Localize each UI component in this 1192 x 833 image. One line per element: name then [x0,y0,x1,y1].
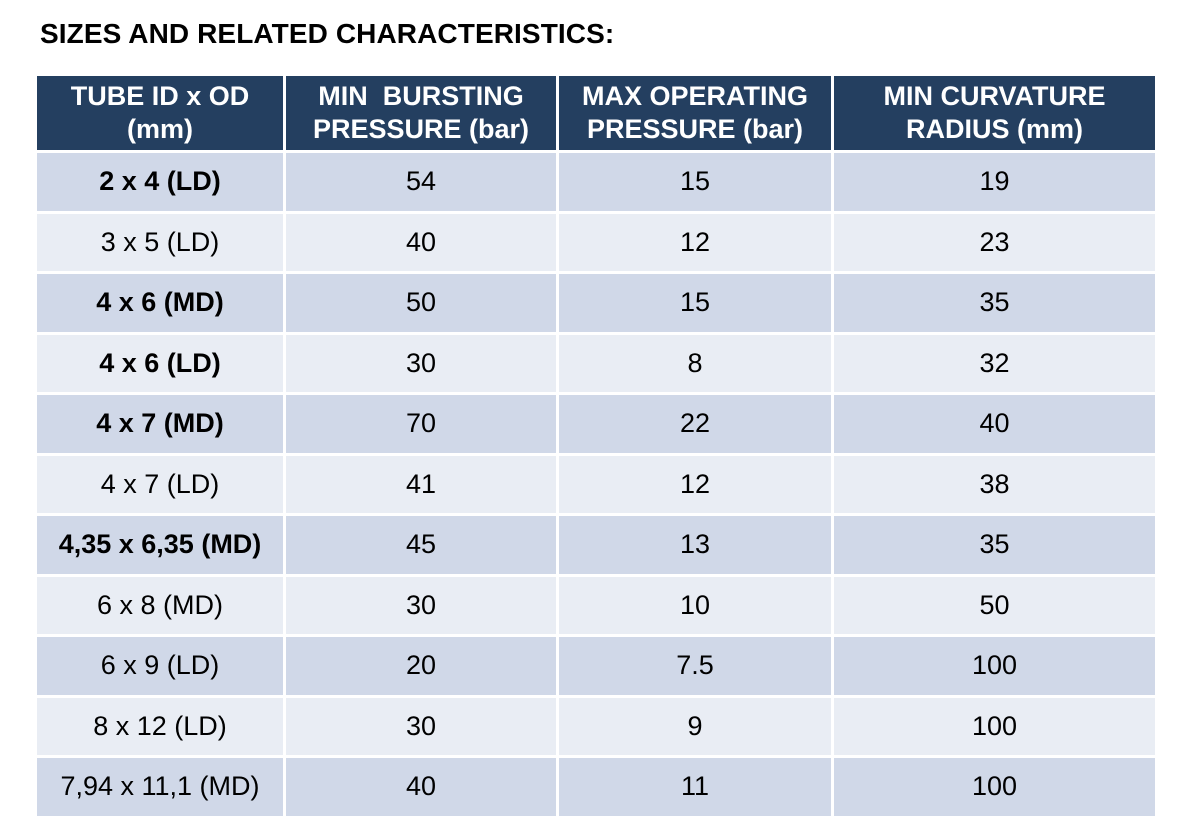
section-title: SIZES AND RELATED CHARACTERISTICS: [40,18,615,49]
table-row: 4 x 7 (MD) 70 22 40 [37,392,1155,453]
max-operating-pressure-cell: 15 [559,271,834,332]
max-operating-pressure-cell: 15 [559,150,834,211]
tube-size-cell: 3 x 5 (LD) [37,210,286,271]
table-row: 7,94 x 11,1 (MD) 40 11 100 [37,755,1155,816]
min-bursting-pressure-cell: 40 [286,210,559,271]
tube-size-cell: 4,35 x 6,35 (MD) [37,513,286,574]
min-bursting-pressure-cell: 40 [286,755,559,816]
header-min-bursting-line1: MIN BURSTING [318,81,524,111]
header-min-curvature-line1: MIN CURVATURE [883,81,1106,111]
min-bursting-pressure-cell: 45 [286,513,559,574]
min-bursting-pressure-cell: 30 [286,694,559,755]
tube-size-cell: 4 x 7 (LD) [37,452,286,513]
max-operating-pressure-cell: 10 [559,573,834,634]
min-bursting-pressure-cell: 30 [286,331,559,392]
tube-size-cell: 6 x 9 (LD) [37,634,286,695]
min-curvature-radius-cell: 35 [834,271,1155,332]
max-operating-pressure-cell: 11 [559,755,834,816]
min-curvature-radius-cell: 19 [834,150,1155,211]
header-min-curvature-radius: MIN CURVATURE RADIUS (mm) [834,76,1155,150]
header-min-bursting-pressure: MIN BURSTING PRESSURE (bar) [286,76,559,150]
min-bursting-pressure-cell: 70 [286,392,559,453]
min-curvature-radius-cell: 40 [834,392,1155,453]
min-bursting-pressure-cell: 20 [286,634,559,695]
min-curvature-radius-cell: 100 [834,634,1155,695]
table-body: 2 x 4 (LD) 54 15 19 3 x 5 (LD) 40 12 23 4 x 6 (M… [37,150,1155,816]
header-tube-size-line2: (mm) [127,114,193,144]
header-min-bursting-line2: PRESSURE (bar) [312,114,530,144]
table-row: 4 x 7 (LD) 41 12 38 [37,452,1155,513]
min-curvature-radius-cell: 100 [834,694,1155,755]
min-bursting-pressure-cell: 54 [286,150,559,211]
table-row: 6 x 8 (MD) 30 10 50 [37,573,1155,634]
table-row: 2 x 4 (LD) 54 15 19 [37,150,1155,211]
max-operating-pressure-cell: 12 [559,210,834,271]
header-tube-size-line1: TUBE ID x OD [70,81,250,111]
min-curvature-radius-cell: 38 [834,452,1155,513]
header-max-operating-line2: PRESSURE (bar) [586,114,804,144]
tube-size-cell: 4 x 6 (LD) [37,331,286,392]
min-curvature-radius-cell: 32 [834,331,1155,392]
table-row: 6 x 9 (LD) 20 7.5 100 [37,634,1155,695]
min-curvature-radius-cell: 23 [834,210,1155,271]
tube-size-cell: 4 x 6 (MD) [37,271,286,332]
table-header-row: TUBE ID x OD (mm) MIN BURSTING PRESSURE … [37,76,1155,150]
table-row: 3 x 5 (LD) 40 12 23 [37,210,1155,271]
min-curvature-radius-cell: 100 [834,755,1155,816]
table-row: 8 x 12 (LD) 30 9 100 [37,694,1155,755]
min-bursting-pressure-cell: 41 [286,452,559,513]
tube-size-cell: 8 x 12 (LD) [37,694,286,755]
max-operating-pressure-cell: 12 [559,452,834,513]
table-row: 4 x 6 (MD) 50 15 35 [37,271,1155,332]
tube-size-cell: 4 x 7 (MD) [37,392,286,453]
tube-size-cell: 2 x 4 (LD) [37,150,286,211]
header-max-operating-line1: MAX OPERATING [581,81,808,111]
table-row: 4 x 6 (LD) 30 8 32 [37,331,1155,392]
max-operating-pressure-cell: 7.5 [559,634,834,695]
tube-size-cell: 6 x 8 (MD) [37,573,286,634]
header-max-operating-pressure: MAX OPERATING PRESSURE (bar) [559,76,834,150]
min-curvature-radius-cell: 50 [834,573,1155,634]
tube-size-cell: 7,94 x 11,1 (MD) [37,755,286,816]
max-operating-pressure-cell: 8 [559,331,834,392]
max-operating-pressure-cell: 22 [559,392,834,453]
header-min-curvature-line2: RADIUS (mm) [905,114,1083,144]
min-bursting-pressure-cell: 30 [286,573,559,634]
min-bursting-pressure-cell: 50 [286,271,559,332]
header-tube-size: TUBE ID x OD (mm) [37,76,286,150]
max-operating-pressure-cell: 13 [559,513,834,574]
table-row: 4,35 x 6,35 (MD) 45 13 35 [37,513,1155,574]
min-curvature-radius-cell: 35 [834,513,1155,574]
specifications-table: TUBE ID x OD (mm) MIN BURSTING PRESSURE … [37,76,1155,816]
max-operating-pressure-cell: 9 [559,694,834,755]
